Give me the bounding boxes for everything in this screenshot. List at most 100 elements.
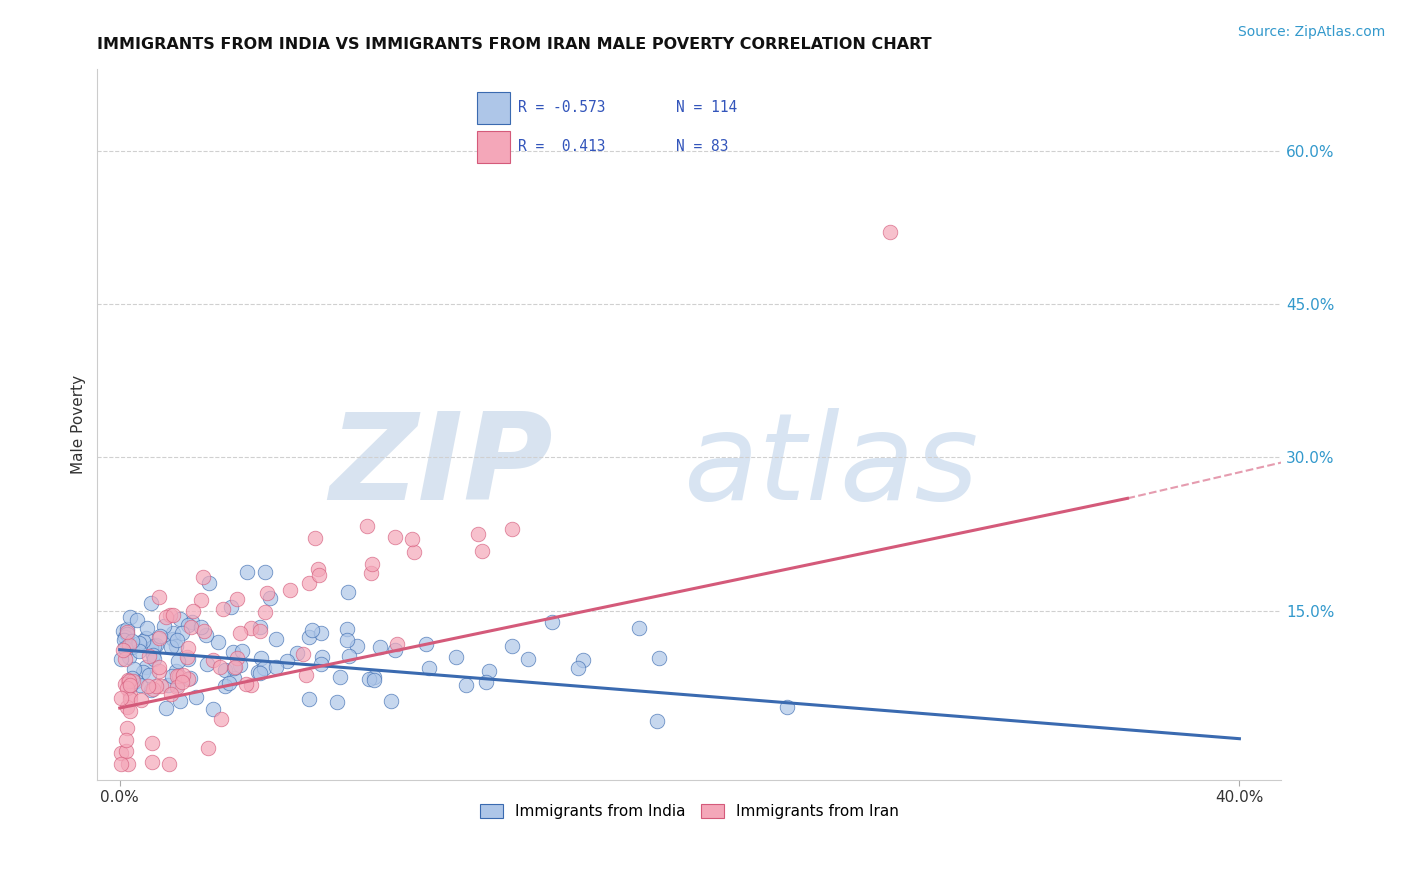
Point (363, 673, 385, 687)
Point (120, 691, 142, 706)
Point (402, 545, 425, 559)
Point (298, 631, 321, 645)
Point (110, 746, 132, 760)
Point (309, 657, 332, 672)
Point (418, 660, 440, 674)
Point (162, 632, 184, 646)
Point (159, 608, 181, 623)
Point (308, 567, 330, 582)
Point (336, 584, 359, 599)
Point (159, 640, 181, 655)
Point (359, 672, 381, 686)
Point (159, 687, 181, 701)
Point (311, 649, 333, 664)
Point (139, 682, 162, 697)
Point (467, 526, 489, 541)
Point (235, 566, 257, 580)
Point (148, 632, 170, 646)
Point (384, 643, 406, 657)
Point (167, 669, 190, 683)
Point (627, 621, 650, 635)
Legend: Immigrants from India, Immigrants from Iran: Immigrants from India, Immigrants from I… (474, 797, 905, 825)
Point (517, 652, 540, 666)
Point (181, 604, 204, 618)
Point (360, 566, 382, 580)
Point (110, 757, 132, 772)
Point (285, 647, 308, 661)
Point (208, 660, 231, 674)
Point (249, 619, 271, 633)
Point (239, 678, 262, 692)
Point (214, 663, 236, 677)
Point (170, 625, 193, 640)
Point (165, 639, 187, 653)
Point (136, 679, 159, 693)
Point (120, 678, 142, 692)
Point (278, 583, 301, 598)
Point (121, 671, 143, 685)
Point (142, 648, 165, 662)
Point (165, 664, 187, 678)
Point (120, 610, 142, 624)
Point (207, 634, 229, 648)
Point (229, 657, 252, 672)
Point (202, 702, 225, 716)
Point (124, 673, 146, 688)
Point (475, 675, 498, 690)
Point (170, 675, 193, 690)
Point (150, 679, 173, 693)
Point (141, 596, 163, 610)
Point (224, 660, 246, 674)
Point (298, 575, 321, 590)
Point (336, 622, 359, 636)
Point (264, 660, 287, 674)
Point (478, 664, 501, 678)
Point (141, 736, 163, 750)
Point (121, 674, 143, 689)
Point (361, 557, 384, 571)
Point (246, 665, 269, 679)
Point (157, 757, 180, 772)
Point (114, 640, 136, 655)
Point (121, 633, 143, 648)
Point (172, 668, 194, 682)
Point (138, 649, 160, 664)
Point (162, 608, 184, 623)
Point (240, 621, 263, 635)
Point (127, 613, 149, 627)
Point (231, 644, 253, 658)
Point (264, 632, 287, 647)
Point (346, 639, 368, 653)
Point (211, 602, 233, 616)
Point (166, 654, 188, 668)
Point (401, 532, 423, 546)
Point (115, 626, 138, 640)
Point (184, 690, 207, 705)
Point (224, 671, 246, 685)
Point (111, 624, 134, 638)
Point (142, 652, 165, 666)
Point (380, 694, 402, 708)
Point (222, 645, 245, 659)
Point (115, 624, 138, 639)
Point (162, 669, 184, 683)
Point (141, 755, 163, 769)
Point (249, 624, 271, 639)
Point (166, 669, 188, 683)
Point (157, 677, 180, 691)
Point (301, 623, 323, 637)
Point (456, 678, 478, 692)
Point (218, 676, 240, 690)
Point (121, 640, 143, 654)
Point (176, 650, 198, 665)
Point (253, 661, 276, 675)
Point (190, 620, 212, 634)
Point (122, 662, 145, 676)
Point (114, 630, 136, 644)
Point (118, 650, 141, 665)
Point (145, 638, 167, 652)
Point (222, 661, 245, 675)
Point (114, 677, 136, 691)
Point (572, 653, 595, 667)
Point (148, 590, 170, 604)
